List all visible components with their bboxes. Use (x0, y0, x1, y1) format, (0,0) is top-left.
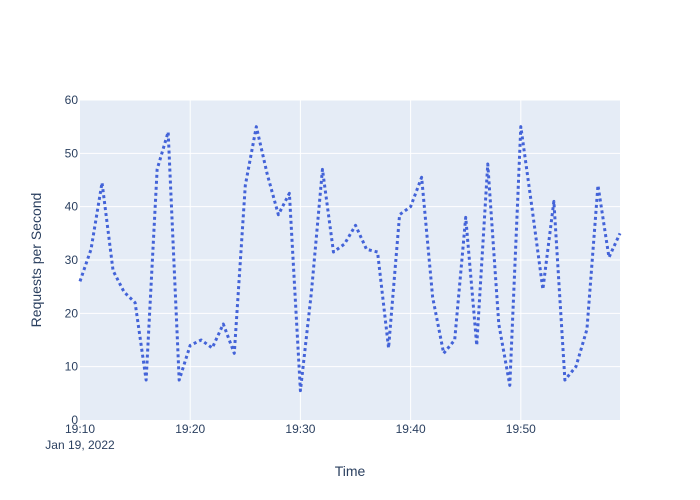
x-tick-date-label: Jan 19, 2022 (45, 438, 115, 452)
y-axis-title: Requests per Second (28, 193, 44, 328)
x-axis-title: Time (335, 463, 366, 479)
y-tick-label: 60 (65, 93, 79, 107)
x-axis-ticks: 19:10 Jan 19, 2022 19:20 19:30 19:40 19:50 (45, 422, 536, 452)
y-axis-ticks: 0 10 20 30 40 50 60 (65, 93, 79, 427)
x-tick-label: 19:30 (285, 422, 315, 436)
y-tick-label: 50 (65, 146, 79, 160)
y-tick-label: 20 (65, 306, 79, 320)
y-tick-label: 40 (65, 200, 79, 214)
x-tick-label: 19:40 (396, 422, 426, 436)
series-layer (78, 125, 622, 393)
series-line (78, 125, 622, 393)
y-tick-label: 30 (65, 253, 79, 267)
x-tick-label: 19:20 (175, 422, 205, 436)
x-tick-label: 19:50 (506, 422, 536, 436)
y-tick-label: 0 (71, 413, 78, 427)
y-tick-label: 10 (65, 360, 79, 374)
x-tick-label: 19:10 (65, 422, 95, 436)
